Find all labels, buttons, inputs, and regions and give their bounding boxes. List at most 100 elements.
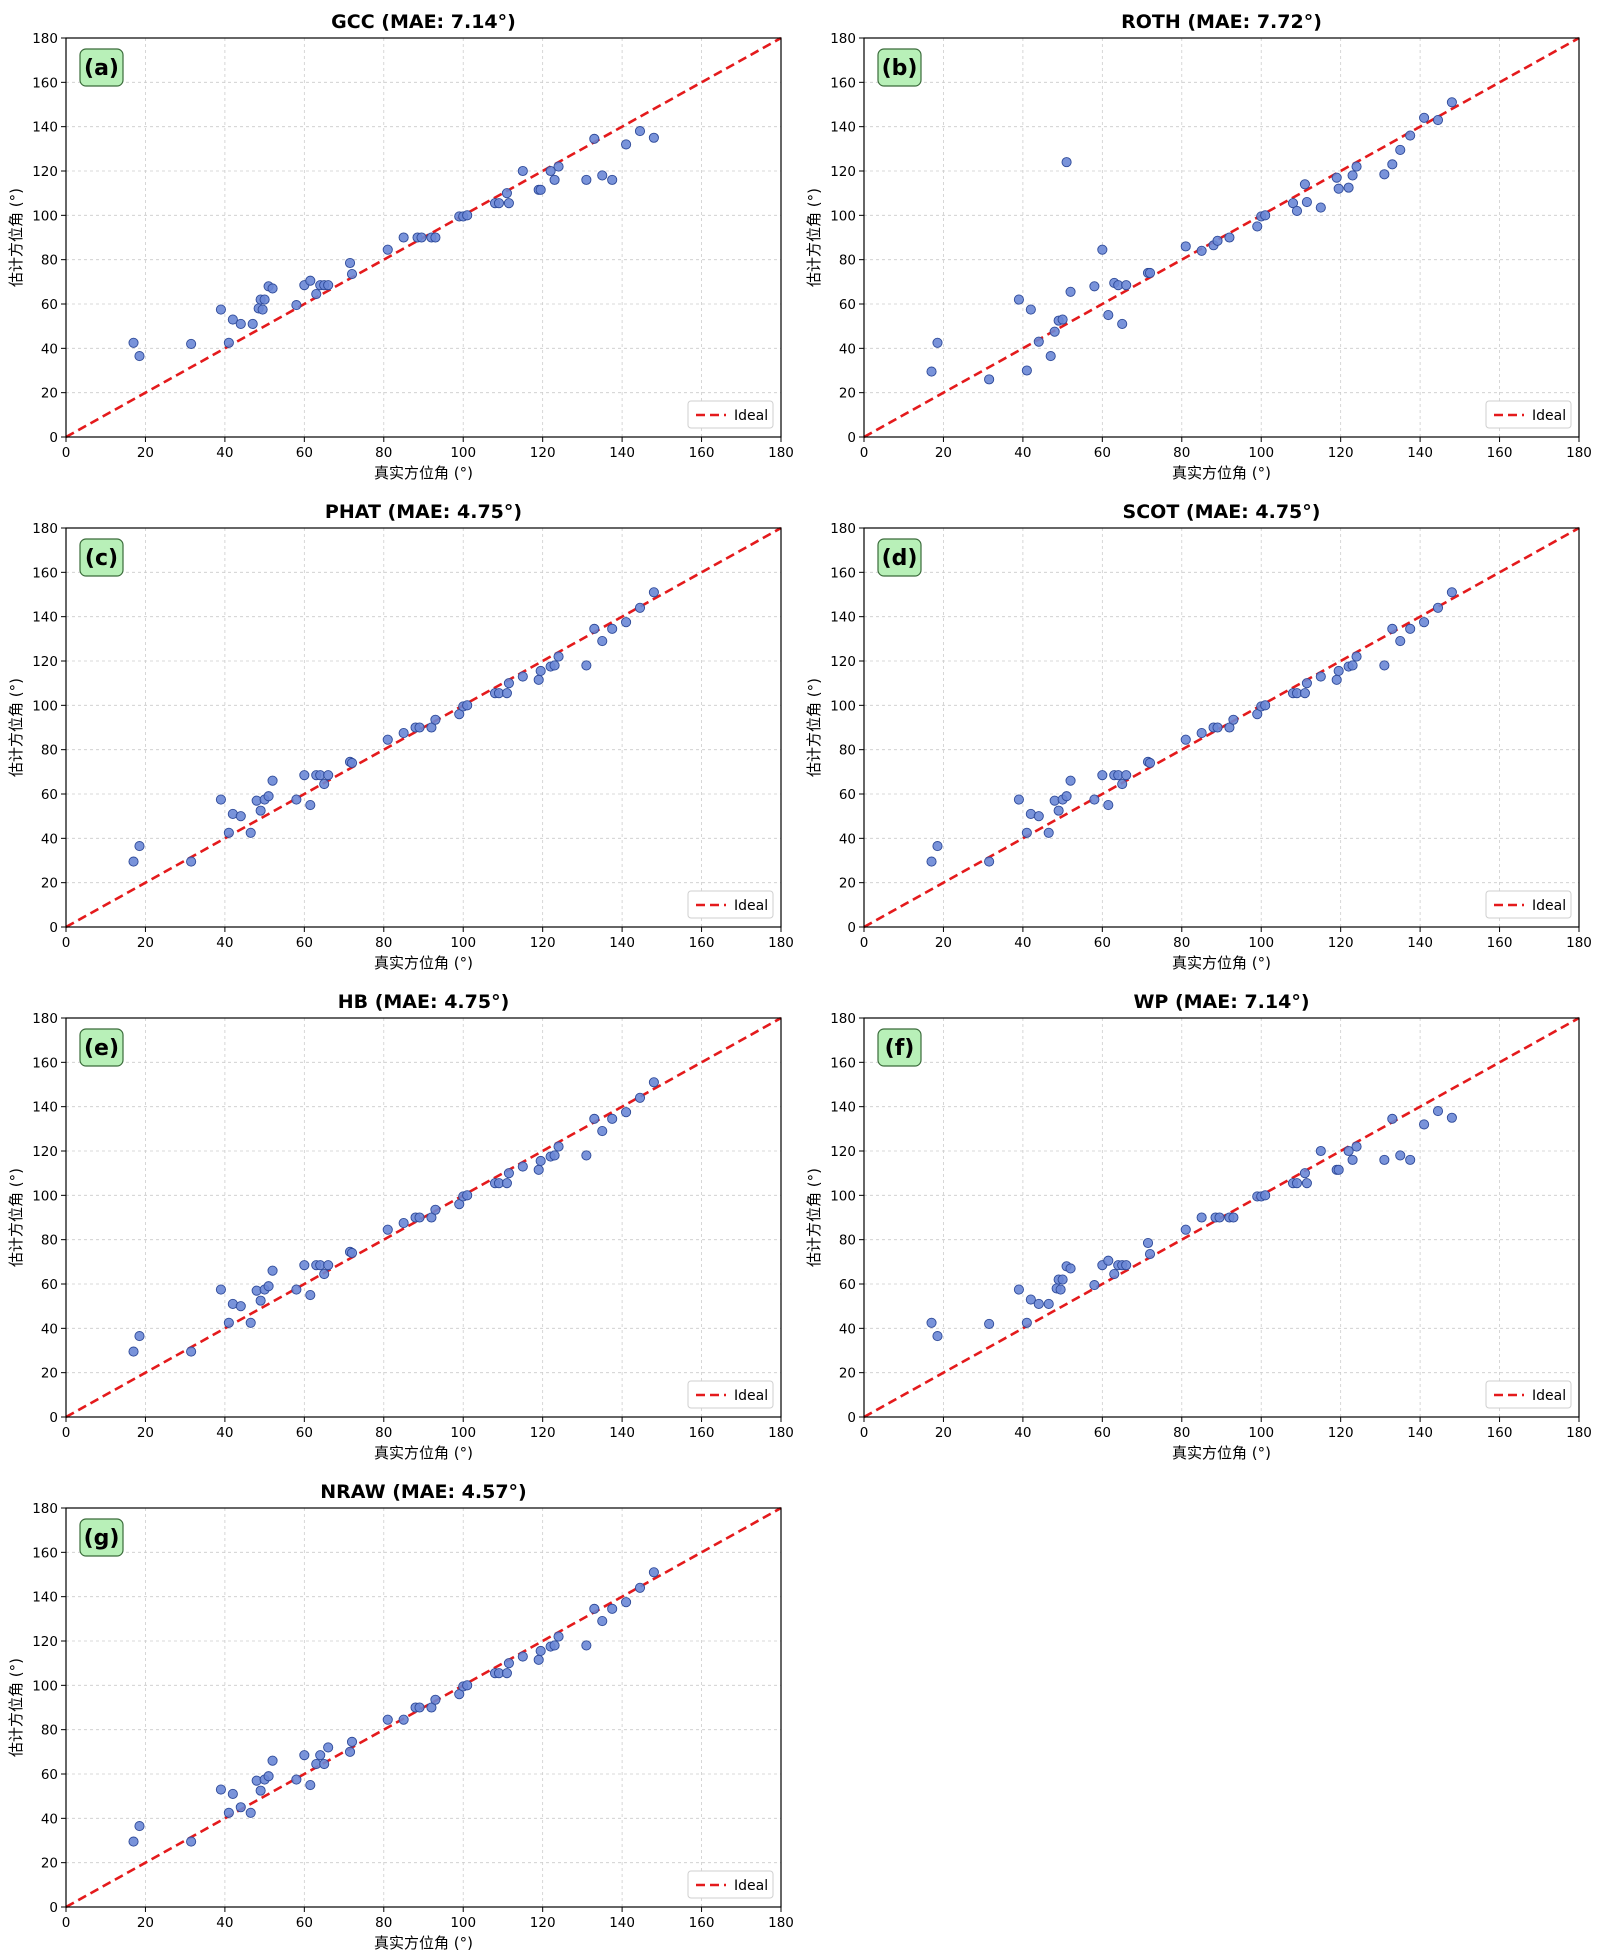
x-tick-label: 20	[935, 445, 952, 461]
y-tick-label: 40	[41, 1321, 58, 1337]
panel-badge	[877, 538, 922, 577]
data-point	[215, 304, 226, 315]
data-point	[263, 1771, 274, 1782]
data-point	[634, 126, 646, 137]
y-tick-label: 80	[839, 743, 856, 759]
data-point	[1260, 210, 1271, 221]
data-point	[1315, 1145, 1326, 1157]
data-point	[382, 1224, 393, 1235]
y-tick-label: 60	[839, 297, 856, 313]
x-tick-label: 60	[1094, 1425, 1111, 1441]
data-point	[1315, 671, 1326, 682]
y-tick-label: 100	[32, 1188, 58, 1204]
data-point	[134, 351, 145, 362]
y-tick-label: 160	[32, 565, 58, 581]
data-point	[245, 827, 256, 838]
data-point	[607, 174, 618, 185]
data-point	[607, 1603, 618, 1614]
data-point	[305, 1290, 316, 1301]
data-point	[454, 1689, 465, 1700]
x-tick-label: 160	[1487, 1425, 1513, 1441]
x-tick-label: 60	[296, 1425, 313, 1441]
data-point	[533, 1654, 544, 1665]
data-point	[430, 1694, 441, 1705]
data-point	[1097, 244, 1108, 255]
y-tick-label: 120	[32, 654, 58, 670]
x-tick-label: 60	[296, 445, 313, 461]
y-tick-label: 100	[830, 1188, 856, 1204]
y-tick-label: 140	[32, 120, 58, 136]
data-point	[319, 1758, 330, 1770]
y-tick-label: 80	[41, 253, 58, 269]
data-point	[501, 688, 512, 699]
data-point	[382, 244, 393, 255]
x-tick-label: 140	[1407, 935, 1433, 951]
x-tick-label: 180	[768, 935, 794, 951]
data-point	[134, 841, 145, 852]
data-point	[186, 1836, 197, 1847]
data-point	[1379, 660, 1390, 671]
data-point	[128, 1346, 139, 1357]
data-point	[1196, 245, 1207, 256]
y-tick-label: 60	[41, 1277, 58, 1293]
data-point	[426, 722, 437, 733]
y-tick-label: 160	[830, 75, 856, 91]
panel-badge-label: (f)	[885, 1036, 915, 1061]
y-tick-label: 20	[839, 386, 856, 402]
data-point	[634, 602, 646, 613]
x-tick-label: 80	[375, 935, 392, 951]
data-point	[589, 1603, 600, 1614]
data-point	[227, 314, 238, 325]
data-point	[1419, 112, 1430, 123]
y-tick-label: 160	[830, 1055, 856, 1071]
data-point	[462, 700, 473, 711]
data-point	[648, 1077, 659, 1088]
data-point	[257, 304, 268, 315]
data-point	[319, 1268, 330, 1280]
data-point	[1291, 205, 1303, 216]
data-point	[1103, 310, 1114, 321]
data-point	[1053, 805, 1064, 816]
y-tick-label: 0	[49, 920, 58, 936]
y-tick-label: 60	[839, 787, 856, 803]
data-point	[1301, 196, 1312, 208]
x-tick-label: 60	[296, 935, 313, 951]
data-point	[1224, 722, 1235, 733]
x-axis-label: 真实方位角 (°)	[1172, 954, 1271, 972]
legend-label: Ideal	[1532, 1388, 1566, 1404]
plot-frame	[65, 527, 782, 928]
data-point	[1061, 157, 1072, 168]
data-point	[1405, 623, 1416, 634]
data-point	[267, 283, 278, 294]
x-tick-label: 0	[860, 935, 869, 951]
data-point	[1395, 1150, 1406, 1161]
data-point	[589, 1113, 600, 1124]
subplot-e: 00 20 20 40 40 60 60 80 80 100 100 120 120 140 140 160 1…	[7, 991, 794, 1462]
data-point	[398, 232, 409, 243]
data-point	[223, 1807, 234, 1818]
y-tick-label: 100	[830, 698, 856, 714]
data-point	[267, 1755, 278, 1766]
data-point	[648, 1567, 659, 1578]
data-point	[1347, 1154, 1358, 1165]
legend-label: Ideal	[734, 408, 768, 424]
y-axis-label: 估计方位角 (°)	[7, 188, 25, 287]
x-tick-label: 80	[375, 1425, 392, 1441]
data-point	[1405, 1154, 1416, 1165]
data-point	[245, 1317, 256, 1328]
data-point	[1121, 1260, 1132, 1271]
data-point	[414, 722, 425, 733]
data-point	[648, 132, 659, 143]
x-tick-label: 40	[1014, 445, 1031, 461]
data-point	[223, 827, 234, 838]
x-tick-label: 140	[609, 935, 635, 951]
data-point	[1180, 241, 1191, 252]
x-tick-label: 20	[137, 445, 154, 461]
data-point	[1061, 791, 1072, 802]
data-point	[344, 257, 356, 269]
data-point	[621, 1107, 632, 1118]
data-point	[186, 856, 197, 867]
panel-badge-label: (d)	[882, 546, 918, 571]
data-point	[305, 1780, 316, 1791]
panel-badge	[79, 1028, 124, 1067]
